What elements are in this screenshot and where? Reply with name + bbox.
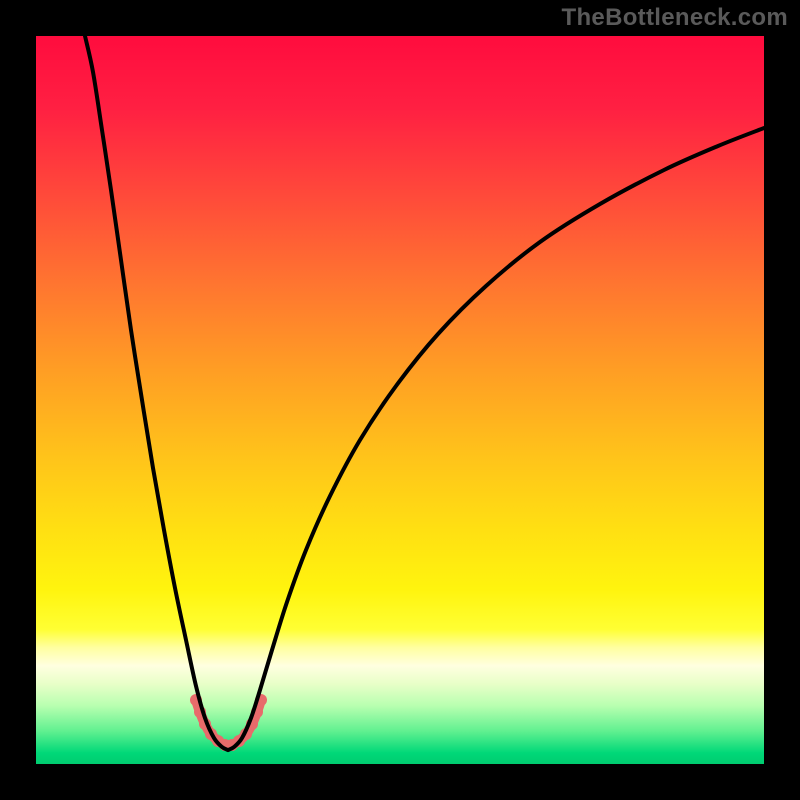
bottleneck-chart xyxy=(0,0,800,800)
watermark-text: TheBottleneck.com xyxy=(562,4,788,32)
figure-root: TheBottleneck.com xyxy=(0,0,800,800)
plot-background xyxy=(36,36,764,764)
